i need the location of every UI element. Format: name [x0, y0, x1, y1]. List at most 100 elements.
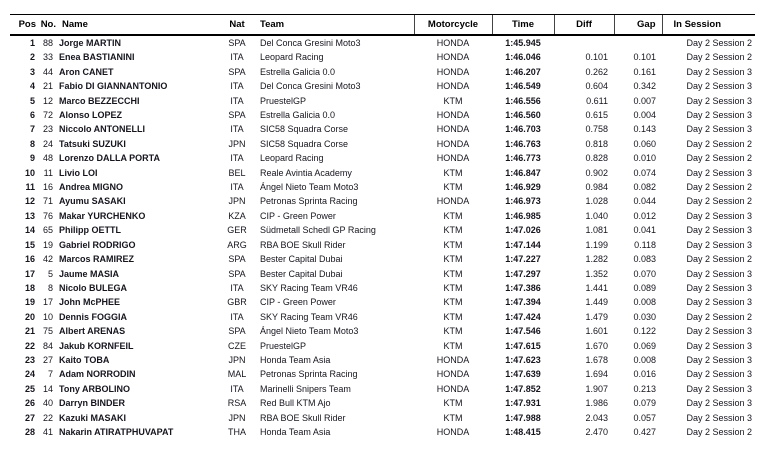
- cell-nationality: GER: [227, 225, 247, 236]
- cell-gap: 0.082: [633, 182, 656, 193]
- cell-nationality: ITA: [230, 124, 244, 135]
- table-row: 11 16 Andrea MIGNO ITA Ángel Nieto Team …: [10, 180, 755, 194]
- cell-time: 1:47.386: [505, 282, 541, 293]
- cell-nationality: GBR: [227, 297, 247, 308]
- cell-diff: 1.449: [585, 297, 608, 308]
- table-row: 19 17 John McPHEE GBR CIP - Green Power …: [10, 295, 755, 309]
- cell-nationality: SPA: [228, 66, 246, 77]
- cell-position: 7: [29, 124, 35, 135]
- cell-team: Marinelli Snipers Team: [260, 383, 351, 394]
- cell-position: 16: [24, 254, 35, 265]
- table-row: 27 22 Kazuki MASAKI JPN RBA BOE Skull Ri…: [10, 411, 755, 425]
- cell-diff: 1.081: [585, 225, 608, 236]
- cell-position: 10: [24, 167, 35, 178]
- col-header-diff: Diff: [553, 14, 614, 36]
- cell-rider-name: Jorge MARTIN: [59, 38, 122, 48]
- cell-nationality: ITA: [230, 81, 244, 92]
- cell-gap: 0.118: [634, 239, 656, 250]
- cell-time: 1:47.615: [505, 340, 541, 351]
- cell-nationality: MAL: [227, 369, 247, 380]
- cell-motorcycle: KTM: [443, 268, 463, 279]
- cell-team: Bester Capital Dubai: [260, 254, 343, 265]
- cell-diff: 1.601: [585, 326, 608, 337]
- cell-rider-name: Darryn BINDER: [59, 398, 126, 409]
- cell-rider-number: 22: [42, 412, 53, 423]
- cell-time: 1:46.556: [505, 95, 541, 106]
- cell-team: RBA BOE Skull Rider: [260, 412, 346, 423]
- col-header-motorcycle: Motorcycle: [413, 14, 492, 36]
- cell-position: 24: [24, 369, 35, 380]
- cell-in-session: Day 2 Session 2: [686, 153, 752, 164]
- cell-in-session: Day 2 Session 2: [686, 52, 752, 63]
- cell-rider-number: 48: [42, 153, 53, 164]
- cell-rider-name: Jakub KORNFEIL: [59, 340, 134, 351]
- cell-time: 1:47.546: [505, 326, 541, 337]
- cell-position: 13: [24, 210, 35, 221]
- cell-in-session: Day 2 Session 2: [686, 254, 752, 265]
- cell-rider-name: Lorenzo DALLA PORTA: [59, 153, 160, 164]
- cell-team: Reale Avintia Academy: [260, 167, 352, 178]
- cell-nationality: SPA: [228, 110, 246, 121]
- cell-rider-number: 65: [42, 225, 53, 236]
- cell-in-session: Day 2 Session 3: [686, 412, 752, 423]
- cell-in-session: Day 2 Session 3: [686, 81, 752, 92]
- table-row: 28 41 Nakarin ATIRATPHUVAPAT THA Honda T…: [10, 425, 755, 439]
- table-row: 16 42 Marcos RAMIREZ SPA Bester Capital …: [10, 252, 755, 266]
- cell-in-session: Day 2 Session 3: [686, 239, 752, 250]
- cell-team: SKY Racing Team VR46: [260, 311, 358, 322]
- table-row: 9 48 Lorenzo DALLA PORTA ITA Leopard Rac…: [10, 151, 755, 165]
- cell-rider-name: Jaume MASIA: [59, 268, 120, 279]
- cell-diff: 1.028: [585, 196, 608, 207]
- cell-rider-name: Ayumu SASAKI: [59, 196, 126, 207]
- table-row: 6 72 Alonso LOPEZ SPA Estrella Galicia 0…: [10, 108, 755, 122]
- cell-rider-number: 17: [42, 297, 53, 308]
- cell-diff: 1.479: [585, 311, 608, 322]
- cell-gap: 0.427: [633, 426, 656, 437]
- cell-rider-name: Aron CANET: [59, 66, 114, 77]
- cell-diff: 1.040: [585, 210, 608, 221]
- cell-rider-name: Andrea MIGNO: [59, 182, 124, 193]
- cell-position: 23: [24, 354, 35, 365]
- cell-rider-number: 5: [47, 268, 53, 279]
- cell-in-session: Day 2 Session 3: [686, 95, 752, 106]
- cell-in-session: Day 2 Session 3: [686, 340, 752, 351]
- cell-time: 1:46.985: [505, 210, 541, 221]
- cell-nationality: ITA: [230, 282, 244, 293]
- cell-nationality: RSA: [227, 398, 247, 409]
- cell-position: 22: [24, 340, 35, 351]
- cell-motorcycle: HONDA: [436, 124, 470, 135]
- cell-gap: 0.161: [633, 66, 656, 77]
- cell-rider-name: Adam NORRODIN: [59, 369, 136, 380]
- cell-motorcycle: HONDA: [436, 52, 470, 63]
- cell-rider-name: Tatsuki SUZUKI: [59, 138, 126, 149]
- table-row: 26 40 Darryn BINDER RSA Red Bull KTM Ajo…: [10, 396, 755, 410]
- cell-team: CIP - Green Power: [260, 210, 336, 221]
- col-header-no: No.: [40, 14, 56, 36]
- table-row: 1 88 Jorge MARTIN SPA Del Conca Gresini …: [10, 35, 755, 50]
- cell-diff: 1.907: [585, 383, 608, 394]
- cell-nationality: ITA: [230, 182, 244, 193]
- header-row: Pos No. Name Nat Team Motorcycle Time Di…: [10, 14, 755, 36]
- cell-gap: 0.070: [633, 268, 656, 279]
- cell-in-session: Day 2 Session 2: [686, 426, 752, 437]
- cell-gap: 0.101: [633, 52, 656, 63]
- table-header: Pos No. Name Nat Team Motorcycle Time Di…: [10, 14, 755, 36]
- cell-gap: 0.008: [633, 297, 656, 308]
- cell-rider-number: 42: [42, 254, 53, 265]
- cell-rider-name: Albert ARENAS: [59, 326, 126, 337]
- cell-motorcycle: KTM: [443, 225, 463, 236]
- cell-team: SIC58 Squadra Corse: [260, 124, 349, 135]
- cell-motorcycle: HONDA: [436, 426, 470, 437]
- cell-in-session: Day 2 Session 3: [686, 326, 752, 337]
- cell-nationality: ITA: [230, 95, 244, 106]
- cell-nationality: ITA: [230, 52, 244, 63]
- cell-gap: 0.122: [633, 326, 656, 337]
- cell-position: 28: [24, 426, 35, 437]
- cell-time: 1:46.703: [505, 124, 541, 135]
- cell-diff: 1.670: [585, 340, 608, 351]
- cell-time: 1:47.297: [505, 268, 541, 279]
- cell-position: 9: [29, 153, 35, 164]
- table-row: 25 14 Tony ARBOLINO ITA Marinelli Sniper…: [10, 382, 755, 396]
- cell-diff: 0.604: [585, 81, 608, 92]
- cell-rider-number: 7: [47, 369, 53, 380]
